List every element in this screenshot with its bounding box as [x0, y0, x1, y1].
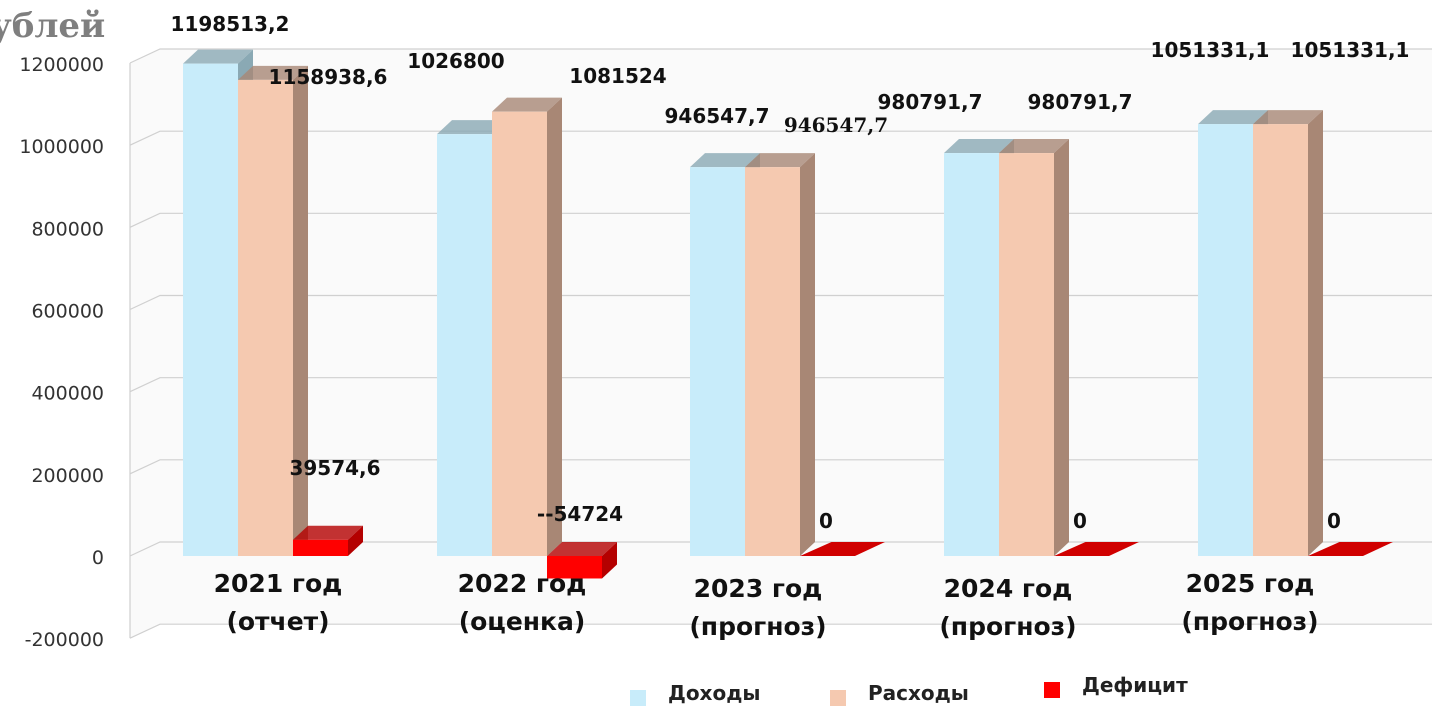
legend-label-income: Доходы: [668, 681, 761, 705]
income-bar: [944, 153, 999, 556]
income-bar-top: [944, 139, 1014, 154]
expenses-bar: [492, 111, 547, 556]
deficit-bar: [1054, 542, 1139, 556]
expenses-bar-side: [547, 97, 562, 556]
legend-swatch-expenses: [830, 690, 846, 706]
legend-label-deficit: Дефицит: [1082, 673, 1188, 697]
income-bar: [690, 167, 745, 556]
expenses-bar: [1253, 124, 1308, 557]
expenses-bar-side: [800, 153, 815, 556]
expenses-value-label: 980791,7: [1027, 90, 1132, 114]
deficit-bar: [1308, 542, 1393, 556]
income-bar: [1198, 124, 1253, 557]
deficit-bar: [293, 539, 348, 556]
gridline: [129, 623, 1432, 639]
income-value-label: 1198513,2: [171, 12, 290, 36]
expenses-bar-top: [745, 153, 815, 168]
income-value-label: 1051331,1: [1151, 38, 1270, 62]
legend-label-expenses: Расходы: [868, 681, 969, 705]
expenses-value-label: 946547,7: [784, 113, 888, 137]
gridline: [129, 48, 1432, 64]
expenses-bar: [238, 79, 293, 557]
deficit-bar: [800, 542, 885, 556]
x-category-label: (прогноз): [1181, 607, 1318, 636]
x-category-label: (отчет): [226, 607, 329, 636]
deficit-bar-top: [293, 525, 363, 540]
expenses-bar: [745, 167, 800, 556]
expenses-bar-top: [238, 65, 308, 80]
legend-item-income: Доходы: [630, 680, 760, 706]
x-category-label: (прогноз): [939, 612, 1076, 641]
expenses-bar-top: [1253, 110, 1323, 125]
income-value-label: 946547,7: [664, 104, 769, 128]
y-tick-label: 1200000: [19, 54, 104, 76]
legend-swatch-income: [630, 690, 646, 706]
deficit-bar: [547, 556, 602, 579]
gridline: [129, 130, 1432, 146]
deficit-value-label: 0: [1327, 509, 1341, 533]
legend-item-deficit: Дефицит: [1044, 672, 1188, 698]
x-category-label: 2025 год: [1186, 569, 1315, 598]
expenses-value-label: 1051331,1: [1291, 38, 1410, 62]
expenses-bar: [999, 153, 1054, 556]
y-tick-label: -200000: [25, 629, 104, 651]
income-bar: [183, 63, 238, 556]
deficit-value-label: 39574,6: [289, 456, 380, 480]
x-category-label: 2024 год: [944, 574, 1073, 603]
expenses-value-label: 1158938,6: [269, 65, 388, 89]
income-bar-top: [1198, 110, 1268, 125]
expenses-bar-side: [293, 65, 308, 557]
y-tick-label: 400000: [31, 383, 104, 405]
deficit-value-label: 0: [819, 509, 833, 533]
income-bar-top: [183, 49, 253, 64]
page-title: ублей: [0, 6, 106, 46]
y-tick-label: 800000: [31, 218, 104, 240]
deficit-value-label: --54724: [537, 502, 623, 526]
deficit-bar-top: [547, 542, 617, 556]
deficit-bar-side: [348, 525, 363, 556]
legend-item-expenses: Расходы: [830, 680, 969, 706]
x-category-label: (прогноз): [689, 612, 826, 641]
y-tick-label: 1000000: [19, 136, 104, 158]
expenses-bar-side: [1308, 110, 1323, 557]
legend-swatch-deficit: [1044, 682, 1060, 698]
expenses-value-label: 1081524: [569, 64, 666, 88]
x-category-label: 2021 год: [214, 569, 343, 598]
income-value-label: 980791,7: [877, 90, 982, 114]
y-tick-label: 0: [92, 547, 104, 569]
x-category-label: 2022 год: [458, 569, 587, 598]
y-tick-label: 600000: [31, 301, 104, 323]
x-category-label: (оценка): [459, 607, 586, 636]
income-bar: [437, 134, 492, 557]
income-bar-top: [690, 153, 760, 168]
deficit-bar-side: [602, 542, 617, 579]
expenses-bar-top: [999, 139, 1069, 154]
expenses-bar-side: [1054, 139, 1069, 556]
expenses-bar-top: [492, 97, 562, 112]
y-tick-label: 200000: [31, 465, 104, 487]
income-value-label: 1026800: [407, 49, 504, 73]
x-category-label: 2023 год: [694, 574, 823, 603]
deficit-value-label: 0: [1073, 509, 1087, 533]
income-bar-top: [437, 120, 507, 135]
